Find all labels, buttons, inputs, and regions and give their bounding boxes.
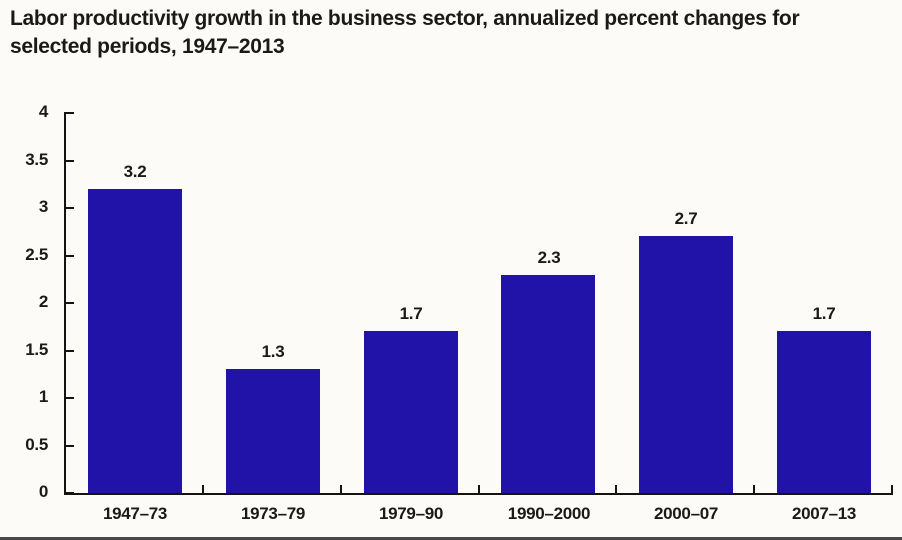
y-axis-tick xyxy=(66,302,74,304)
y-axis-tick xyxy=(66,492,74,494)
bar-1990–2000 xyxy=(501,275,595,493)
y-axis-tick-label: 0.5 xyxy=(25,434,48,454)
x-axis-tick xyxy=(339,485,342,493)
x-axis-category-label: 2007–13 xyxy=(791,504,857,523)
y-axis-tick xyxy=(66,397,74,399)
y-axis-tick xyxy=(66,349,74,352)
bar-1973–79 xyxy=(226,369,320,493)
y-axis-tick xyxy=(66,254,74,257)
bar-2000–07 xyxy=(639,236,733,493)
y-axis-tick-label: 3 xyxy=(38,197,48,216)
bar-value-label: 3.2 xyxy=(123,162,147,181)
y-axis-tick-label: 0 xyxy=(38,482,48,501)
x-axis-category-label: 2000–07 xyxy=(653,504,719,523)
x-axis-category-label: 1990–2000 xyxy=(507,504,591,523)
y-axis-tick-label: 1 xyxy=(38,387,48,406)
x-axis-tick xyxy=(201,485,204,493)
y-axis-tick-label: 3.5 xyxy=(25,149,48,169)
y-axis-tick-label: 2.5 xyxy=(25,244,48,264)
y-axis-tick xyxy=(66,444,74,447)
x-axis-category-label: 1979–90 xyxy=(378,504,444,523)
y-axis-tick xyxy=(66,159,74,162)
chart-title-line-1: Labor productivity growth in the busines… xyxy=(10,7,800,30)
x-axis-category-label: 1947–73 xyxy=(102,504,168,523)
chart-title-line-2: selected periods, 1947–2013 xyxy=(10,35,285,58)
x-axis-tick xyxy=(753,485,756,493)
y-axis-tick xyxy=(66,207,74,209)
bar-value-label: 1.7 xyxy=(399,304,423,323)
bar-2007–13 xyxy=(777,331,871,493)
bar-value-label: 2.7 xyxy=(674,209,698,228)
y-axis-line xyxy=(64,112,66,495)
x-axis-line xyxy=(64,493,893,495)
chart-title: Labor productivity growth in the busines… xyxy=(10,5,896,61)
x-axis-tick xyxy=(891,485,893,493)
x-axis-tick xyxy=(477,485,480,493)
y-axis-tick xyxy=(66,112,74,114)
y-axis-tick-label: 1.5 xyxy=(25,339,48,359)
y-axis-tick-label: 4 xyxy=(38,102,48,121)
x-axis-category-label: 1973–79 xyxy=(240,504,306,523)
bar-value-label: 1.7 xyxy=(812,304,836,323)
bar-value-label: 2.3 xyxy=(537,248,561,267)
bar-value-label: 1.3 xyxy=(261,342,285,361)
bottom-rule xyxy=(0,537,902,540)
bar-1947–73 xyxy=(88,189,182,493)
x-axis-tick xyxy=(615,485,618,493)
bar-1979–90 xyxy=(364,331,458,493)
y-axis-tick-label: 2 xyxy=(38,292,48,311)
